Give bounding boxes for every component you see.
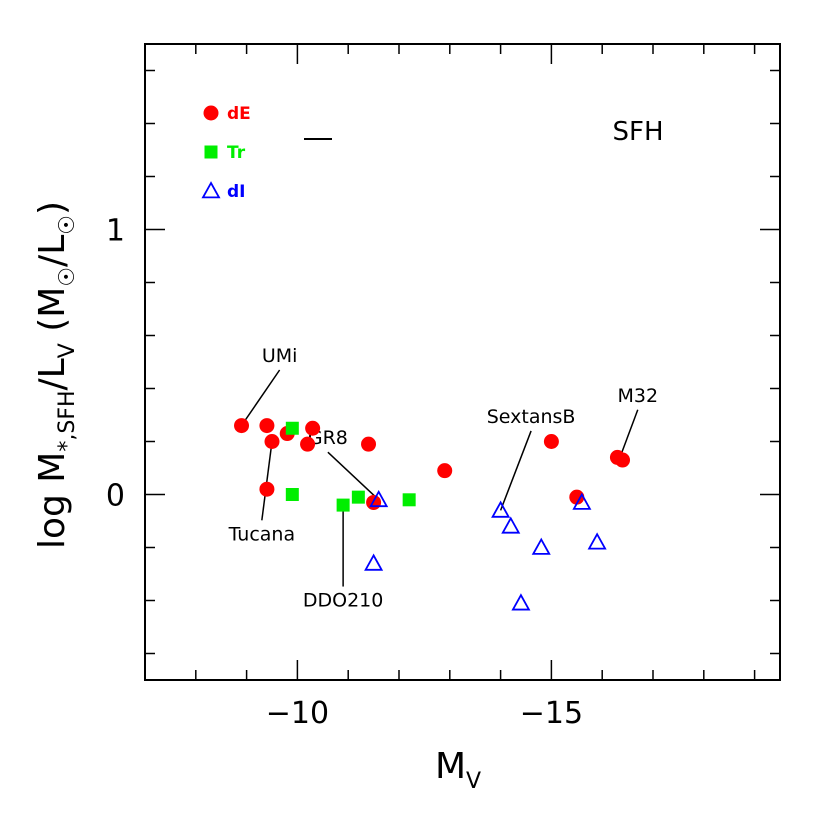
data-point-Tr — [285, 488, 299, 501]
sun-symbol: ☉ — [55, 215, 80, 235]
data-point-dE — [615, 452, 631, 468]
data-point-dE — [234, 418, 250, 434]
data-point-Tr — [351, 490, 365, 504]
data-point-dE — [300, 436, 316, 452]
data-point-dE — [569, 489, 585, 505]
data-points — [234, 418, 631, 611]
tick-labels: −10 −15 0 1 — [106, 214, 583, 732]
data-point-dE — [305, 420, 321, 436]
data-point-dI — [531, 537, 551, 555]
data-point-dE — [543, 434, 559, 449]
legend-label-dI: dI — [227, 182, 246, 202]
corner-label: SFH — [612, 117, 663, 147]
annotation-leader — [619, 409, 639, 458]
annotation-label: Tucana — [228, 523, 296, 545]
y-tick-label: 1 — [106, 214, 125, 249]
legend-label-Tr: Tr — [227, 143, 246, 163]
annotation-leader — [499, 430, 532, 511]
data-point-dI — [491, 500, 511, 518]
data-point-dE — [437, 463, 453, 479]
x-tick-label: −10 — [266, 696, 329, 731]
legend: dE Tr dI — [201, 104, 251, 202]
data-point-Tr — [336, 498, 350, 512]
legend-label-dE: dE — [227, 104, 251, 124]
data-point-dI — [364, 553, 384, 571]
annotation-label: M32 — [617, 385, 658, 407]
x-tick-label: −15 — [520, 696, 583, 731]
data-point-dE — [259, 418, 275, 434]
y-axis-label: log M*,SFH/LV (M☉/L☉) — [32, 201, 80, 549]
x-axis-label: MV — [435, 746, 481, 794]
data-point-dI — [511, 593, 531, 611]
plot-frame — [144, 43, 781, 681]
data-point-dI — [369, 489, 389, 508]
annotation-label: DDO210 — [303, 590, 383, 612]
annotation-leader — [240, 369, 281, 427]
annotation-leader — [327, 451, 380, 501]
sun-symbol: ☉ — [55, 267, 80, 287]
y-tick-label: 0 — [106, 479, 125, 514]
legend-marker-dE — [203, 105, 219, 121]
axis-ticks — [145, 44, 780, 680]
legend-marker-Tr — [204, 145, 218, 159]
annotation-label: SextansB — [487, 406, 576, 428]
data-point-Tr — [285, 421, 299, 435]
annotation-label: UMi — [262, 345, 298, 367]
data-point-dI — [587, 532, 607, 550]
annotation-leader — [261, 441, 273, 521]
data-point-dE — [259, 481, 275, 497]
data-point-dI — [572, 492, 592, 510]
data-point-dI — [501, 516, 521, 534]
data-point-dE — [361, 436, 377, 452]
data-point-Tr — [402, 493, 416, 507]
legend-marker-dI — [201, 181, 221, 199]
data-point-dE — [264, 434, 280, 449]
